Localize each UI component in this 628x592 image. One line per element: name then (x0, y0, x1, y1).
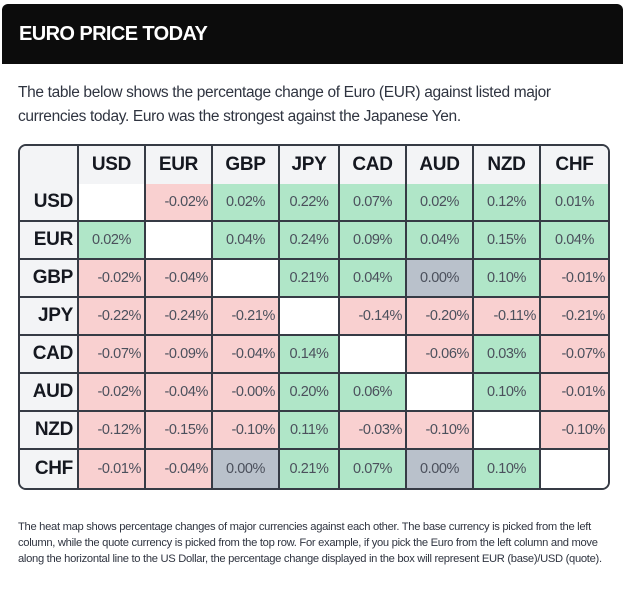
heatmap-cell: 0.00% (407, 260, 474, 298)
heatmap-cell: 0.04% (340, 260, 407, 298)
heatmap-cell: -0.10% (407, 412, 474, 450)
heatmap-cell: 0.07% (340, 184, 407, 222)
heatmap-cell: -0.11% (474, 298, 541, 336)
heatmap-cell: -0.00% (213, 374, 280, 412)
row-header: USD (20, 184, 79, 222)
intro-text: The table below shows the percentage cha… (18, 84, 551, 125)
heatmap-cell: 0.10% (474, 374, 541, 412)
heatmap-cell: -0.04% (213, 336, 280, 374)
row-header: NZD (20, 412, 79, 450)
blank-cell (146, 222, 213, 260)
column-header: JPY (280, 146, 340, 184)
heatmap-cell: -0.02% (146, 184, 213, 222)
column-header: NZD (474, 146, 541, 184)
row-header: CAD (20, 336, 79, 374)
heatmap-cell: -0.02% (79, 374, 146, 412)
column-header: CAD (340, 146, 407, 184)
heatmap-cell: 0.20% (280, 374, 340, 412)
row-header: CHF (20, 450, 79, 488)
heatmap-cell: -0.10% (213, 412, 280, 450)
blank-cell (340, 336, 407, 374)
blank-cell (79, 184, 146, 222)
column-header-row: USD EUR GBP JPY CAD AUD NZD CHF (20, 146, 608, 184)
column-header: AUD (407, 146, 474, 184)
heatmap-cell: -0.24% (146, 298, 213, 336)
heatmap-cell: 0.22% (280, 184, 340, 222)
blank-cell (474, 412, 541, 450)
row-header: EUR (20, 222, 79, 260)
table-row: JPY -0.22% -0.24% -0.21% -0.14% -0.20% -0.11% -… (20, 298, 608, 336)
heatmap-cell: 0.15% (474, 222, 541, 260)
heatmap-cell: -0.10% (541, 412, 608, 450)
heatmap-cell: -0.21% (213, 298, 280, 336)
heatmap-cell: -0.04% (146, 374, 213, 412)
heatmap-footnote: The heat map shows percentage changes of… (18, 521, 602, 565)
table-row: CAD -0.07% -0.09% -0.04% 0.14% -0.06% 0.03% -0.… (20, 336, 608, 374)
heatmap-cell: 0.02% (407, 184, 474, 222)
heatmap-cell: 0.00% (213, 450, 280, 488)
heatmap-cell: 0.01% (541, 184, 608, 222)
heatmap-cell: 0.04% (407, 222, 474, 260)
heatmap-cell: -0.21% (541, 298, 608, 336)
heatmap-cell: 0.11% (280, 412, 340, 450)
heatmap-cell: 0.03% (474, 336, 541, 374)
table-row: USD -0.02% 0.02% 0.22% 0.07% 0.02% 0.12% 0.01% (20, 184, 608, 222)
heatmap-cell: -0.04% (146, 260, 213, 298)
heatmap-cell: 0.02% (79, 222, 146, 260)
heatmap-cell: -0.07% (79, 336, 146, 374)
heatmap-cell: -0.20% (407, 298, 474, 336)
heatmap-cell: 0.10% (474, 260, 541, 298)
column-header: CHF (541, 146, 608, 184)
heatmap-cell: -0.06% (407, 336, 474, 374)
table-row: AUD -0.02% -0.04% -0.00% 0.20% 0.06% 0.10% -0.0… (20, 374, 608, 412)
heatmap-cell: 0.24% (280, 222, 340, 260)
table-row: CHF -0.01% -0.04% 0.00% 0.21% 0.07% 0.00% 0.10% (20, 450, 608, 488)
heatmap-cell: 0.06% (340, 374, 407, 412)
corner-cell (20, 146, 79, 184)
blank-cell (213, 260, 280, 298)
heatmap-cell: -0.09% (146, 336, 213, 374)
table-row: EUR 0.02% 0.04% 0.24% 0.09% 0.04% 0.15% 0.04% (20, 222, 608, 260)
heatmap-cell: 0.04% (541, 222, 608, 260)
heatmap-cell: 0.09% (340, 222, 407, 260)
heatmap-cell: -0.12% (79, 412, 146, 450)
heatmap-cell: -0.01% (541, 374, 608, 412)
heatmap-cell: 0.07% (340, 450, 407, 488)
blank-cell (407, 374, 474, 412)
row-header: AUD (20, 374, 79, 412)
heatmap-cell: 0.14% (280, 336, 340, 374)
blank-cell (541, 450, 608, 488)
column-header: USD (79, 146, 146, 184)
heatmap-cell: -0.01% (541, 260, 608, 298)
heatmap-cell: -0.04% (146, 450, 213, 488)
heatmap-cell: 0.04% (213, 222, 280, 260)
row-header: GBP (20, 260, 79, 298)
heatmap-cell: 0.10% (474, 450, 541, 488)
header-bar: EURO PRICE TODAY (2, 4, 623, 64)
currency-heatmap-table: USD EUR GBP JPY CAD AUD NZD CHF USD -0.02… (18, 144, 610, 490)
heatmap-cell: -0.15% (146, 412, 213, 450)
table-row: GBP -0.02% -0.04% 0.21% 0.04% 0.00% 0.10% -0.01… (20, 260, 608, 298)
heatmap-cell: 0.21% (280, 450, 340, 488)
heatmap-cell: -0.02% (79, 260, 146, 298)
column-header: GBP (213, 146, 280, 184)
heatmap-cell: -0.01% (79, 450, 146, 488)
heatmap-cell: -0.07% (541, 336, 608, 374)
heatmap-cell: 0.02% (213, 184, 280, 222)
heatmap-cell: 0.12% (474, 184, 541, 222)
row-header: JPY (20, 298, 79, 336)
heatmap-cell: -0.03% (340, 412, 407, 450)
heatmap-cell: 0.00% (407, 450, 474, 488)
heatmap-cell: 0.21% (280, 260, 340, 298)
column-header: EUR (146, 146, 213, 184)
page-title: EURO PRICE TODAY (19, 23, 208, 45)
table-row: NZD -0.12% -0.15% -0.10% 0.11% -0.03% -0.10% -0… (20, 412, 608, 450)
heatmap-cell: -0.14% (340, 298, 407, 336)
blank-cell (280, 298, 340, 336)
heatmap-cell: -0.22% (79, 298, 146, 336)
